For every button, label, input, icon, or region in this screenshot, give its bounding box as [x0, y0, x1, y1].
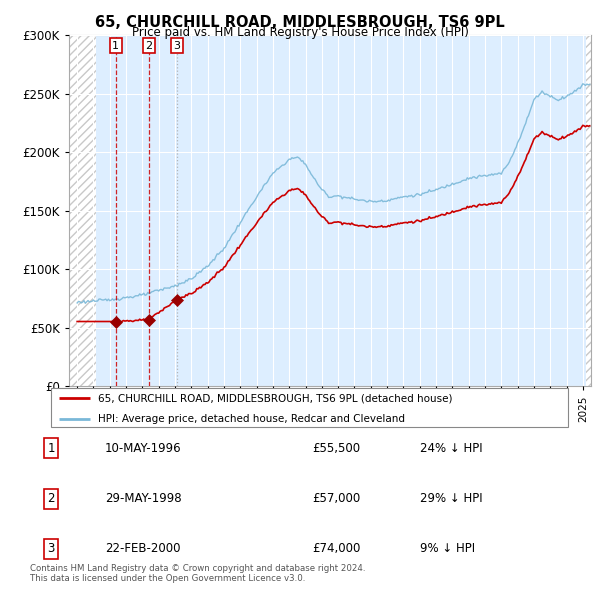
Text: 24% ↓ HPI: 24% ↓ HPI [420, 442, 482, 455]
Text: 9% ↓ HPI: 9% ↓ HPI [420, 542, 475, 555]
Bar [69, 35, 96, 386]
Text: Price paid vs. HM Land Registry's House Price Index (HPI): Price paid vs. HM Land Registry's House … [131, 26, 469, 39]
Text: £55,500: £55,500 [312, 442, 360, 455]
Text: 1: 1 [112, 41, 119, 51]
Text: 2: 2 [146, 41, 152, 51]
Text: 10-MAY-1996: 10-MAY-1996 [105, 442, 182, 455]
Text: 1: 1 [47, 442, 55, 455]
Text: 2: 2 [47, 492, 55, 505]
Text: HPI: Average price, detached house, Redcar and Cleveland: HPI: Average price, detached house, Redc… [98, 414, 405, 424]
Text: 3: 3 [47, 542, 55, 555]
Text: £74,000: £74,000 [312, 542, 361, 555]
Text: 3: 3 [173, 41, 181, 51]
Text: Contains HM Land Registry data © Crown copyright and database right 2024.
This d: Contains HM Land Registry data © Crown c… [30, 563, 365, 583]
Text: 22-FEB-2000: 22-FEB-2000 [105, 542, 181, 555]
Text: £57,000: £57,000 [312, 492, 360, 505]
Text: 29-MAY-1998: 29-MAY-1998 [105, 492, 182, 505]
Bar [586, 35, 591, 386]
Text: 29% ↓ HPI: 29% ↓ HPI [420, 492, 482, 505]
Text: 65, CHURCHILL ROAD, MIDDLESBROUGH, TS6 9PL: 65, CHURCHILL ROAD, MIDDLESBROUGH, TS6 9… [95, 15, 505, 30]
Text: 65, CHURCHILL ROAD, MIDDLESBROUGH, TS6 9PL (detached house): 65, CHURCHILL ROAD, MIDDLESBROUGH, TS6 9… [98, 394, 452, 404]
FancyBboxPatch shape [50, 388, 568, 427]
